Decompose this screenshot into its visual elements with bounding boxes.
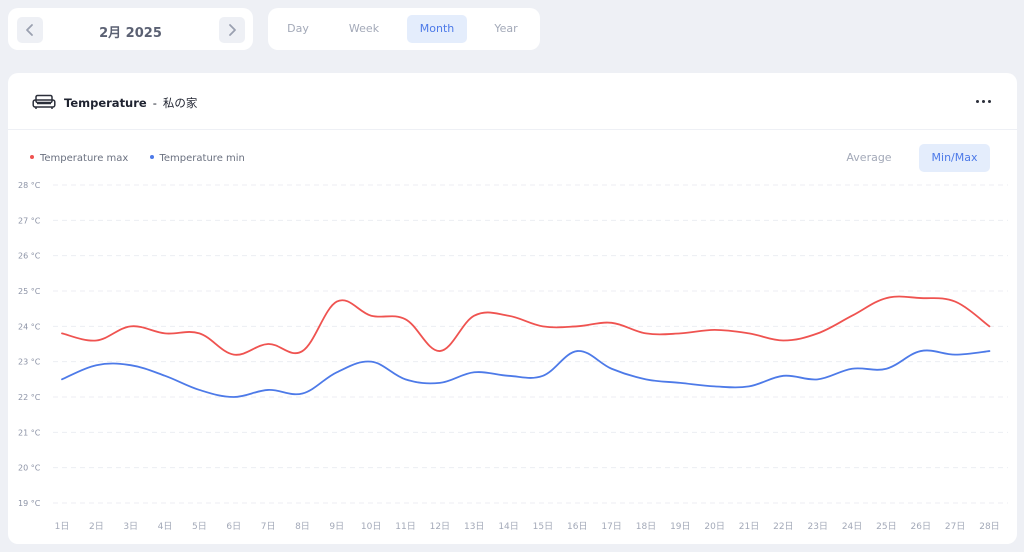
temperature-card: Temperature - 私の家 Temperature max Temperat… [8,73,1017,544]
x-tick-label: 24日 [842,521,862,532]
x-tick-label: 25日 [876,521,896,532]
y-tick-label: 26 °C [18,252,41,261]
series-line-max [61,295,991,356]
x-tick-label: 20日 [704,521,724,532]
previous-month-button[interactable] [17,17,43,43]
y-tick-label: 28 °C [18,181,41,190]
y-tick-label: 21 °C [18,428,41,437]
legend-dot-max [30,155,34,159]
y-tick-label: 25 °C [18,287,41,296]
more-options-button[interactable] [973,95,995,107]
x-tick-label: 4日 [158,521,173,532]
x-tick-label: 28日 [979,521,999,532]
tab-month[interactable]: Month [407,15,467,43]
x-tick-label: 17日 [601,521,621,532]
x-tick-label: 1日 [55,521,70,532]
location-name: 私の家 [162,96,198,110]
current-month-label: 2月 2025 [99,26,162,41]
temperature-chart: 19 °C 20 °C 21 °C 22 °C 23 °C 24 °C 25 °C 26 °C… [18,181,1008,532]
x-tick-label: 18日 [636,521,656,532]
chevron-right-icon [229,24,236,36]
y-tick-label: 22 °C [18,393,41,402]
legend-item-max[interactable]: Temperature max [30,153,128,164]
legend-label-max: Temperature max [40,153,129,164]
tab-week[interactable]: Week [348,22,380,35]
x-tick-label: 3日 [123,521,138,532]
y-tick-label: 20 °C [18,464,41,473]
legend-label-min: Temperature min [159,153,245,164]
x-tick-label: 26日 [911,521,931,532]
x-tick-label: 10日 [361,521,381,532]
card-title-text: Temperature [64,96,147,110]
minmax-button[interactable]: Min/Max [919,144,990,172]
more-dot-icon [976,100,979,103]
x-tick-label: 14日 [498,521,518,532]
tab-day[interactable]: Day [287,22,309,35]
x-tick-label: 19日 [670,521,690,532]
card-title: Temperature - 私の家 [64,95,197,111]
period-tabs: Day Week Month Year [268,8,540,50]
chart-legend: Temperature max Temperature min [30,153,263,164]
more-dot-icon [988,100,991,103]
x-tick-label: 8日 [295,521,310,532]
x-tick-label: 15日 [533,521,553,532]
x-tick-label: 21日 [739,521,759,532]
title-separator: - [152,96,157,110]
series-line-min [61,349,991,398]
tab-year[interactable]: Year [494,22,518,35]
y-tick-label: 19 °C [18,499,41,508]
legend-item-min[interactable]: Temperature min [149,153,245,164]
x-tick-label: 22日 [773,521,793,532]
y-tick-label: 24 °C [18,322,41,331]
more-dot-icon [982,100,985,103]
sofa-icon [32,94,56,109]
x-tick-label: 13日 [464,521,484,532]
x-tick-label: 16日 [567,521,587,532]
x-tick-label: 2日 [89,521,104,532]
x-tick-label: 11日 [395,521,415,532]
x-tick-label: 9日 [329,521,344,532]
average-button[interactable]: Average [846,151,892,164]
x-tick-label: 27日 [945,521,965,532]
x-tick-label: 12日 [430,521,450,532]
month-navigator: 2月 2025 [8,8,253,50]
y-tick-label: 23 °C [18,358,41,367]
x-tick-label: 6日 [226,521,241,532]
header-divider [8,129,1017,130]
x-tick-label: 7日 [261,521,276,532]
y-tick-label: 27 °C [18,216,41,225]
chevron-left-icon [26,24,33,36]
legend-dot-min [149,155,154,159]
x-tick-label: 5日 [192,521,207,532]
x-tick-label: 23日 [807,521,827,532]
next-month-button[interactable] [219,17,245,43]
